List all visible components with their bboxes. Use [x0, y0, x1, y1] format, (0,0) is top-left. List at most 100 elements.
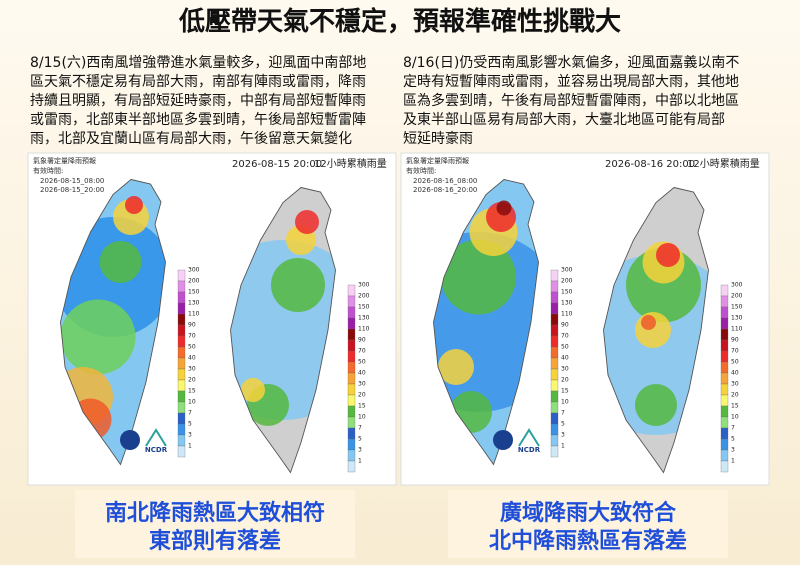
- colorbar-tick: 90: [188, 322, 196, 329]
- colorbar-segment: [347, 405, 356, 418]
- colorbar-segment: [550, 346, 559, 359]
- colorbar-segment: [550, 291, 559, 304]
- colorbar-segment: [720, 339, 729, 352]
- colorbar-segment: [347, 449, 356, 462]
- colorbar-tick: 110: [188, 311, 200, 318]
- colorbar-tick: 3: [188, 432, 192, 439]
- colorbar-tick: 15: [561, 388, 569, 395]
- colorbar-tick: 10: [358, 414, 366, 421]
- colorbar-segment: [550, 269, 559, 282]
- colorbar-segment: [347, 339, 356, 352]
- colorbar-tick: 50: [731, 359, 739, 366]
- colorbar-tick: 10: [561, 399, 569, 406]
- colorbar-segment: [720, 306, 729, 319]
- colorbar-segment: [177, 313, 186, 326]
- colorbar-segment: [550, 280, 559, 293]
- caption: 南北降雨熱區大致相符: [105, 500, 325, 526]
- colorbar-tick: 3: [561, 432, 565, 439]
- colorbar-tick: 200: [561, 278, 573, 285]
- colorbar-tick: 150: [358, 304, 370, 311]
- rain-area: [60, 299, 136, 375]
- paragraph-line: 8/16(日)仍受西南風影響水氣偏多，迎風面嘉義以南不: [403, 54, 739, 71]
- rain-area: [635, 384, 677, 426]
- colorbar-segment: [347, 328, 356, 341]
- colorbar-segment: [177, 412, 186, 425]
- logo-cwa: [120, 430, 140, 450]
- colorbar-tick: 110: [731, 326, 743, 333]
- colorbar-segment: [177, 401, 186, 414]
- valid-time: 2026-08-16_08:00: [413, 177, 477, 185]
- colorbar-tick: 50: [561, 344, 569, 351]
- colorbar-segment: [550, 357, 559, 370]
- valid-label: 有效時間:: [33, 166, 63, 175]
- colorbar-tick: 30: [561, 366, 569, 373]
- colorbar-tick: 3: [731, 447, 735, 454]
- colorbar-segment: [720, 427, 729, 440]
- colorbar-tick: 50: [188, 344, 196, 351]
- colorbar-segment: [177, 368, 186, 381]
- rain-area: [99, 241, 142, 283]
- colorbar-segment: [550, 335, 559, 348]
- colorbar-segment: [177, 269, 186, 282]
- colorbar-tick: 7: [561, 410, 565, 417]
- map-time: 2026-08-16 20:00: [605, 159, 695, 170]
- colorbar-tick: 130: [731, 315, 743, 322]
- colorbar-segment: [347, 460, 356, 473]
- rain-area: [438, 349, 474, 385]
- colorbar-segment: [177, 324, 186, 337]
- colorbar-tick: 7: [188, 410, 192, 417]
- colorbar-tick: 300: [188, 267, 200, 274]
- rain-area: [641, 315, 656, 330]
- rain-area: [441, 239, 516, 315]
- colorbar-tick: 1: [561, 443, 565, 450]
- colorbar-segment: [720, 416, 729, 429]
- colorbar-tick: 70: [561, 333, 569, 340]
- colorbar-segment: [347, 284, 356, 297]
- colorbar-tick: 5: [358, 436, 362, 443]
- colorbar-tick: 300: [358, 282, 370, 289]
- colorbar-tick: 5: [188, 421, 192, 428]
- colorbar-tick: 15: [358, 403, 366, 410]
- colorbar-tick: 70: [188, 333, 196, 340]
- paragraph-line: 定時有短暫陣雨或雷雨，並容易出現局部大雨，其他地: [403, 73, 739, 90]
- colorbar-segment: [720, 394, 729, 407]
- colorbar-tick: 15: [731, 403, 739, 410]
- colorbar-segment: [720, 460, 729, 473]
- colorbar-segment: [347, 361, 356, 374]
- colorbar-segment: [550, 401, 559, 414]
- colorbar-segment: [550, 368, 559, 381]
- forecast-panel: 氣象署定量降雨預報有效時間:2026-08-15_08:002026-08-15…: [27, 152, 397, 486]
- colorbar-tick: 15: [188, 388, 196, 395]
- colorbar-tick: 1: [731, 458, 735, 465]
- colorbar-segment: [550, 434, 559, 447]
- colorbar-segment: [177, 357, 186, 370]
- colorbar-segment: [177, 335, 186, 348]
- colorbar-tick: 20: [731, 392, 739, 399]
- paragraph-line: 短延時豪雨: [403, 131, 473, 147]
- colorbar-tick: 150: [731, 304, 743, 311]
- logo-ncdr: [145, 428, 167, 447]
- colorbar-tick: 130: [561, 300, 573, 307]
- colorbar-tick: 1: [188, 443, 192, 450]
- colorbar-segment: [550, 390, 559, 403]
- colorbar-tick: 200: [188, 278, 200, 285]
- logo-text: NCDR: [518, 446, 541, 454]
- colorbar-tick: 70: [731, 348, 739, 355]
- colorbar-tick: 20: [188, 377, 196, 384]
- colorbar-segment: [347, 350, 356, 363]
- colorbar-tick: 3: [358, 447, 362, 454]
- colorbar-segment: [720, 449, 729, 462]
- colorbar-segment: [347, 427, 356, 440]
- colorbar-tick: 300: [561, 267, 573, 274]
- colorbar-segment: [550, 412, 559, 425]
- colorbar-tick: 5: [561, 421, 565, 428]
- colorbar-tick: 7: [358, 425, 362, 432]
- colorbar-segment: [177, 423, 186, 436]
- colorbar-segment: [550, 379, 559, 392]
- colorbar-segment: [177, 346, 186, 359]
- colorbar-tick: 20: [358, 392, 366, 399]
- colorbar-segment: [177, 302, 186, 315]
- colorbar-tick: 30: [731, 381, 739, 388]
- colorbar-tick: 90: [731, 337, 739, 344]
